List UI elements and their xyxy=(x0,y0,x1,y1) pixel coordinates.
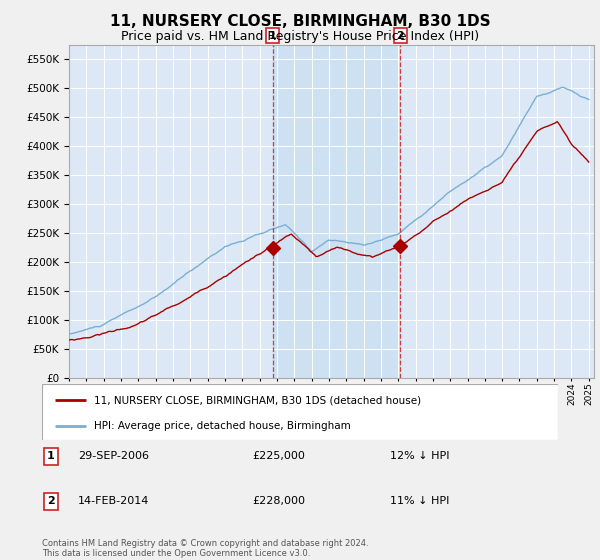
Text: Price paid vs. HM Land Registry's House Price Index (HPI): Price paid vs. HM Land Registry's House … xyxy=(121,30,479,43)
Text: 11, NURSERY CLOSE, BIRMINGHAM, B30 1DS: 11, NURSERY CLOSE, BIRMINGHAM, B30 1DS xyxy=(110,14,490,29)
Text: HPI: Average price, detached house, Birmingham: HPI: Average price, detached house, Birm… xyxy=(94,421,350,431)
Text: £225,000: £225,000 xyxy=(252,451,305,461)
Text: 1: 1 xyxy=(47,451,55,461)
Text: 2: 2 xyxy=(47,496,55,506)
Text: Contains HM Land Registry data © Crown copyright and database right 2024.
This d: Contains HM Land Registry data © Crown c… xyxy=(42,539,368,558)
Text: 1: 1 xyxy=(269,31,277,41)
Text: 2: 2 xyxy=(397,31,404,41)
Bar xyxy=(272,45,400,378)
Text: 14-FEB-2014: 14-FEB-2014 xyxy=(78,496,149,506)
Text: 11, NURSERY CLOSE, BIRMINGHAM, B30 1DS (detached house): 11, NURSERY CLOSE, BIRMINGHAM, B30 1DS (… xyxy=(94,395,421,405)
Text: 29-SEP-2006: 29-SEP-2006 xyxy=(78,451,149,461)
Text: £228,000: £228,000 xyxy=(252,496,305,506)
Text: 12% ↓ HPI: 12% ↓ HPI xyxy=(390,451,449,461)
Text: 11% ↓ HPI: 11% ↓ HPI xyxy=(390,496,449,506)
